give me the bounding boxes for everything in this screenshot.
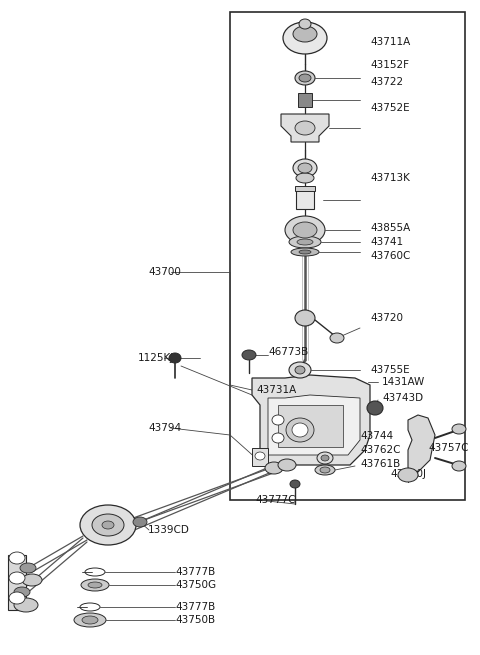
Ellipse shape (299, 19, 311, 29)
Bar (298, 93, 312, 107)
Text: 43755E: 43755E (370, 365, 409, 375)
Ellipse shape (289, 236, 321, 248)
Text: 43760C: 43760C (370, 251, 410, 261)
Text: 43750G: 43750G (175, 580, 216, 590)
Ellipse shape (169, 353, 181, 363)
Text: 43752E: 43752E (370, 103, 409, 113)
Ellipse shape (293, 159, 317, 177)
Ellipse shape (321, 455, 329, 461)
Bar (296, 187, 314, 209)
Text: 43700: 43700 (148, 267, 181, 277)
Text: 43794: 43794 (148, 423, 181, 433)
Bar (278, 405, 343, 447)
Ellipse shape (92, 514, 124, 536)
Ellipse shape (22, 574, 42, 586)
Ellipse shape (289, 362, 311, 378)
Polygon shape (281, 114, 329, 142)
Text: 43720: 43720 (370, 313, 403, 323)
Bar (230, 12, 465, 500)
Polygon shape (268, 395, 360, 455)
Text: 43744: 43744 (360, 431, 393, 441)
Text: 43757C: 43757C (428, 443, 468, 453)
Text: 43741: 43741 (370, 237, 403, 247)
Text: 43750B: 43750B (175, 615, 215, 625)
Text: 1431AW: 1431AW (382, 377, 425, 387)
Text: 43855A: 43855A (370, 223, 410, 233)
Ellipse shape (242, 350, 256, 360)
Ellipse shape (398, 468, 418, 482)
Ellipse shape (133, 517, 147, 527)
Text: 1125KJ: 1125KJ (138, 353, 174, 363)
Ellipse shape (272, 415, 284, 425)
Text: 43762C: 43762C (360, 445, 400, 455)
Text: 43713K: 43713K (370, 173, 410, 183)
Text: 43731A: 43731A (256, 385, 296, 395)
Text: 43722: 43722 (370, 77, 403, 87)
Ellipse shape (299, 250, 311, 254)
Ellipse shape (330, 333, 344, 343)
Ellipse shape (9, 572, 25, 584)
Ellipse shape (291, 248, 319, 256)
Text: 43711A: 43711A (370, 37, 410, 47)
Text: 43777C: 43777C (255, 495, 296, 505)
Text: 43761B: 43761B (360, 459, 400, 469)
Ellipse shape (318, 433, 332, 443)
Ellipse shape (20, 563, 36, 573)
Ellipse shape (452, 424, 466, 434)
Ellipse shape (295, 121, 315, 135)
Bar (8, 555, 26, 610)
Ellipse shape (295, 310, 315, 326)
Ellipse shape (292, 423, 308, 437)
Ellipse shape (285, 216, 325, 244)
Ellipse shape (299, 74, 311, 82)
Ellipse shape (278, 459, 296, 471)
Ellipse shape (265, 462, 283, 474)
Ellipse shape (80, 505, 136, 545)
Ellipse shape (293, 26, 317, 42)
Ellipse shape (102, 521, 114, 529)
Text: 43743D: 43743D (382, 393, 423, 403)
Ellipse shape (452, 461, 466, 471)
Text: 43777B: 43777B (175, 602, 215, 612)
Ellipse shape (9, 592, 25, 604)
Text: 43152F: 43152F (370, 60, 409, 70)
Bar (295, 185, 315, 191)
Ellipse shape (317, 452, 333, 464)
Bar (252, 448, 268, 466)
Text: 46773B: 46773B (268, 347, 308, 357)
Polygon shape (252, 375, 370, 465)
Ellipse shape (290, 480, 300, 488)
Ellipse shape (320, 467, 330, 473)
Ellipse shape (14, 587, 30, 597)
Ellipse shape (74, 613, 106, 627)
Ellipse shape (82, 616, 98, 624)
Ellipse shape (286, 418, 314, 442)
Ellipse shape (81, 579, 109, 591)
Ellipse shape (295, 71, 315, 85)
Ellipse shape (315, 465, 335, 475)
Ellipse shape (255, 452, 265, 460)
Ellipse shape (295, 366, 305, 374)
Ellipse shape (9, 552, 25, 564)
Ellipse shape (88, 582, 102, 588)
Ellipse shape (367, 401, 383, 415)
Text: 1339CD: 1339CD (148, 525, 190, 535)
Ellipse shape (14, 598, 38, 612)
Ellipse shape (296, 173, 314, 183)
Ellipse shape (283, 22, 327, 54)
Polygon shape (408, 415, 435, 472)
Ellipse shape (293, 222, 317, 238)
Text: 43730J: 43730J (390, 469, 426, 479)
Text: 43777B: 43777B (175, 567, 215, 577)
Ellipse shape (272, 433, 284, 443)
Ellipse shape (297, 239, 313, 245)
Ellipse shape (298, 163, 312, 173)
